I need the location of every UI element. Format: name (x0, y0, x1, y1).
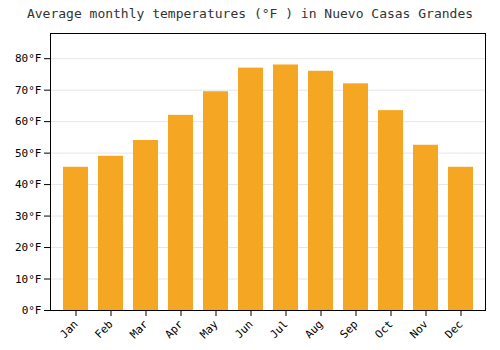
svg-text:Mar: Mar (127, 317, 151, 341)
svg-text:Jul: Jul (267, 318, 290, 341)
svg-text:Dec: Dec (442, 318, 465, 341)
svg-text:Sep: Sep (337, 318, 360, 341)
svg-text:Feb: Feb (92, 318, 115, 341)
svg-text:50°F: 50°F (15, 147, 42, 160)
svg-text:May: May (197, 317, 221, 341)
svg-text:Aug: Aug (302, 318, 325, 341)
svg-text:Jan: Jan (57, 318, 80, 341)
html-text:Average monthly temperatures (: Average monthly temperatures (°F ) in Nu… (26, 6, 474, 21)
svg-text:0°F: 0°F (22, 304, 42, 317)
svg-text:Oct: Oct (372, 318, 395, 341)
svg-text:60°F: 60°F (15, 115, 42, 128)
svg-text:10°F: 10°F (15, 273, 42, 286)
svg-text:Apr: Apr (162, 317, 186, 341)
svg-text:80°F: 80°F (15, 52, 42, 65)
svg-text:Nov: Nov (407, 317, 431, 341)
svg-text:Jun: Jun (232, 318, 255, 341)
svg-text:40°F: 40°F (15, 178, 42, 191)
svg-text:20°F: 20°F (15, 241, 42, 254)
svg-text:30°F: 30°F (15, 210, 42, 223)
svg-text:70°F: 70°F (15, 84, 42, 97)
